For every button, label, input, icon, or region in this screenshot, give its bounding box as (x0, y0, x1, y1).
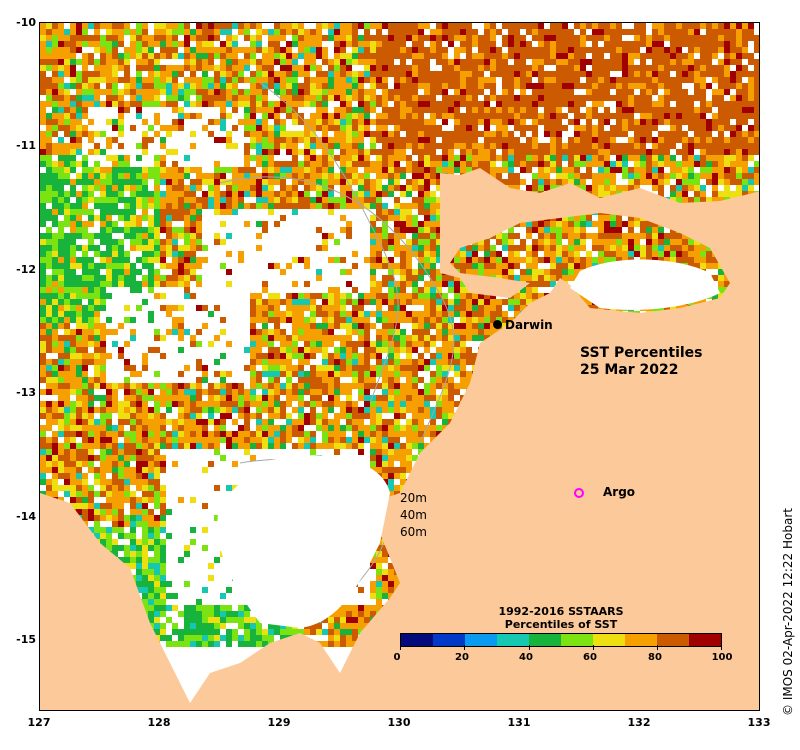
lon-tick-label: 132 (627, 716, 651, 729)
credit-text: © IMOS 02-Apr-2022 12:22 Hobart (781, 508, 795, 716)
bathymetry-contour (219, 176, 455, 444)
lon-tick-label: 131 (507, 716, 531, 729)
colorbar-swatch (625, 634, 657, 646)
lat-tick-label: -13 (16, 386, 36, 399)
lon-tick-label: 129 (267, 716, 291, 729)
map-date: 25 Mar 2022 (580, 362, 679, 378)
colorbar-swatch (593, 634, 625, 646)
no-data-shelf (217, 259, 720, 628)
colorbar-swatch (529, 634, 561, 646)
percentile-colorbar (400, 633, 722, 647)
colorbar-swatch (561, 634, 593, 646)
lon-tick-label: 133 (747, 716, 771, 729)
colorbar-swatch (657, 634, 689, 646)
colorbar-swatch (465, 634, 497, 646)
legend-tick-label: 60 (583, 652, 597, 663)
map-title: SST Percentiles (580, 345, 703, 361)
lon-tick-label: 127 (27, 716, 51, 729)
lat-tick-label: -12 (16, 263, 36, 276)
legend-title: 1992-2016 SSTAARS (498, 605, 624, 618)
sst-percentile-raster (40, 23, 759, 710)
colorbar-swatch (497, 634, 529, 646)
depth-label-40m: 40m (400, 508, 427, 522)
colorbar-swatch (433, 634, 465, 646)
legend-tick-label: 40 (519, 652, 533, 663)
colorbar-swatch (401, 634, 433, 646)
lon-tick-label: 130 (387, 716, 411, 729)
lon-tick-label: 128 (147, 716, 171, 729)
land-north-coast (40, 168, 759, 710)
depth-label-20m: 20m (400, 491, 427, 505)
bathymetry-contour (259, 82, 399, 404)
argo-label: Argo (603, 485, 636, 499)
lat-tick-label: -11 (16, 139, 36, 152)
darwin-marker-icon[interactable] (493, 320, 502, 329)
colorbar-swatch (689, 634, 721, 646)
argo-float-icon[interactable] (574, 488, 584, 498)
lat-tick-label: -15 (16, 633, 36, 646)
depth-label-60m: 60m (400, 525, 427, 539)
darwin-label: Darwin (505, 318, 553, 332)
legend-tick-label: 0 (393, 652, 401, 663)
legend-subtitle: Percentiles of SST (504, 618, 618, 631)
legend-tick-label: 100 (711, 652, 733, 663)
legend-tick-label: 80 (648, 652, 662, 663)
lat-tick-label: -10 (16, 16, 36, 29)
lat-tick-label: -14 (16, 510, 36, 523)
land-mass (40, 168, 759, 710)
sst-map[interactable] (39, 22, 760, 711)
legend-tick-label: 20 (455, 652, 469, 663)
